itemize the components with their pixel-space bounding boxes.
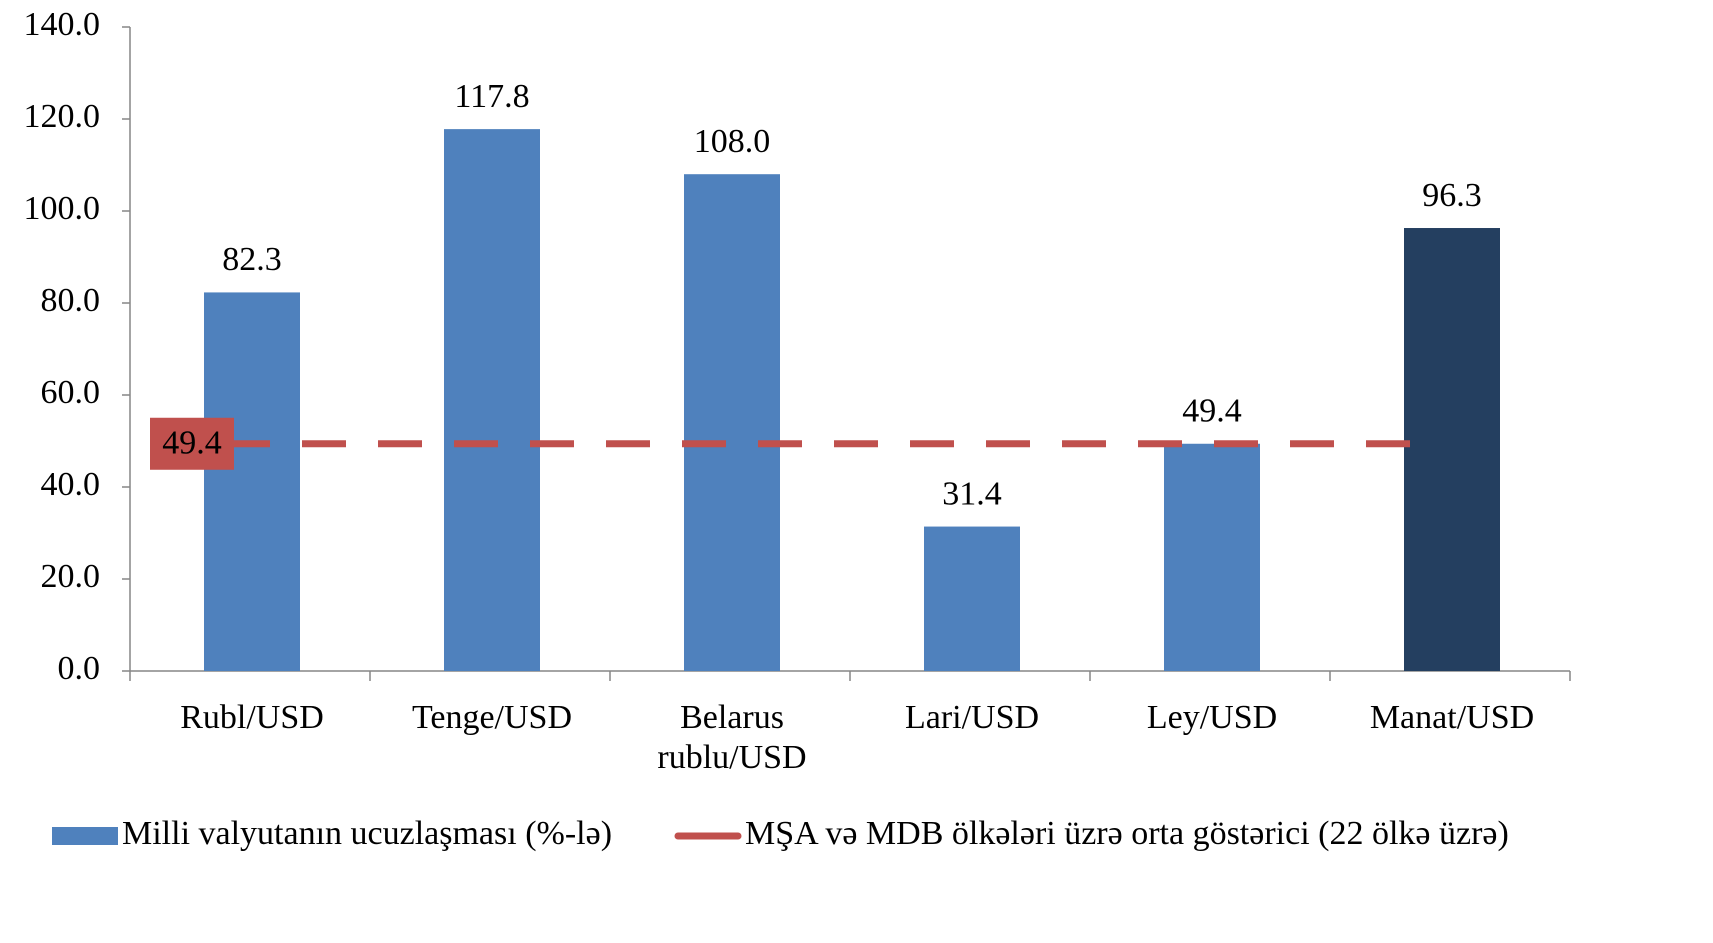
data-label: 49.4 [1182, 393, 1242, 430]
data-label: 108.0 [694, 123, 771, 160]
bar [1404, 228, 1500, 671]
y-tick-label: 100.0 [24, 190, 101, 227]
bar [1164, 443, 1260, 671]
x-tick-label: Tenge/USD [411, 699, 573, 736]
data-label: 117.8 [454, 78, 529, 115]
data-label: 31.4 [942, 475, 1002, 512]
bar [924, 526, 1020, 671]
x-tick-label: Manat/USD [1369, 699, 1535, 736]
y-tick-label: 120.0 [24, 98, 101, 135]
reference-label-box [150, 417, 234, 470]
data-label: 82.3 [222, 241, 282, 278]
bar [684, 174, 780, 671]
y-tick-label: 20.0 [41, 558, 101, 595]
legend-swatch [52, 827, 118, 845]
x-tick-label: Rubl/USD [180, 699, 324, 736]
y-tick-label: 140.0 [24, 6, 101, 43]
x-tick-label: Lari/USD [904, 699, 1040, 736]
x-tick-label: Belarus rublu/USD [657, 699, 807, 776]
y-tick-label: 80.0 [41, 282, 101, 319]
y-tick-label: 60.0 [41, 374, 101, 411]
y-tick-label: 0.0 [58, 650, 101, 687]
legend-label: MŞA və MDB ölkələri üzrə orta göstərici … [745, 815, 1509, 852]
bar [204, 292, 300, 671]
bar [444, 129, 540, 671]
legend-label: Milli valyutanın ucuzlaşması (%-lə) [122, 815, 612, 852]
y-tick-label: 40.0 [41, 466, 101, 503]
x-tick-label: Ley/USD [1146, 699, 1278, 736]
data-label: 96.3 [1422, 177, 1482, 214]
reference-label: 49.4 [162, 425, 222, 462]
